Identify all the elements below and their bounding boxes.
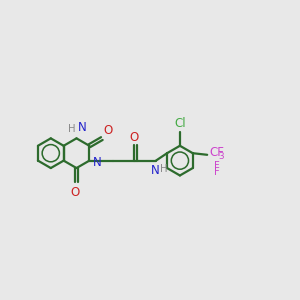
Text: F: F [214, 161, 220, 171]
Text: N: N [151, 164, 160, 178]
Text: O: O [129, 131, 139, 144]
Text: N: N [78, 121, 86, 134]
Text: F: F [214, 167, 220, 177]
Text: 3: 3 [219, 152, 224, 160]
Text: N: N [93, 156, 102, 169]
Text: CF: CF [209, 146, 224, 159]
Text: Cl: Cl [174, 117, 186, 130]
Text: O: O [70, 186, 80, 199]
Text: O: O [103, 124, 112, 137]
Text: H: H [160, 164, 168, 175]
Text: H: H [68, 124, 75, 134]
